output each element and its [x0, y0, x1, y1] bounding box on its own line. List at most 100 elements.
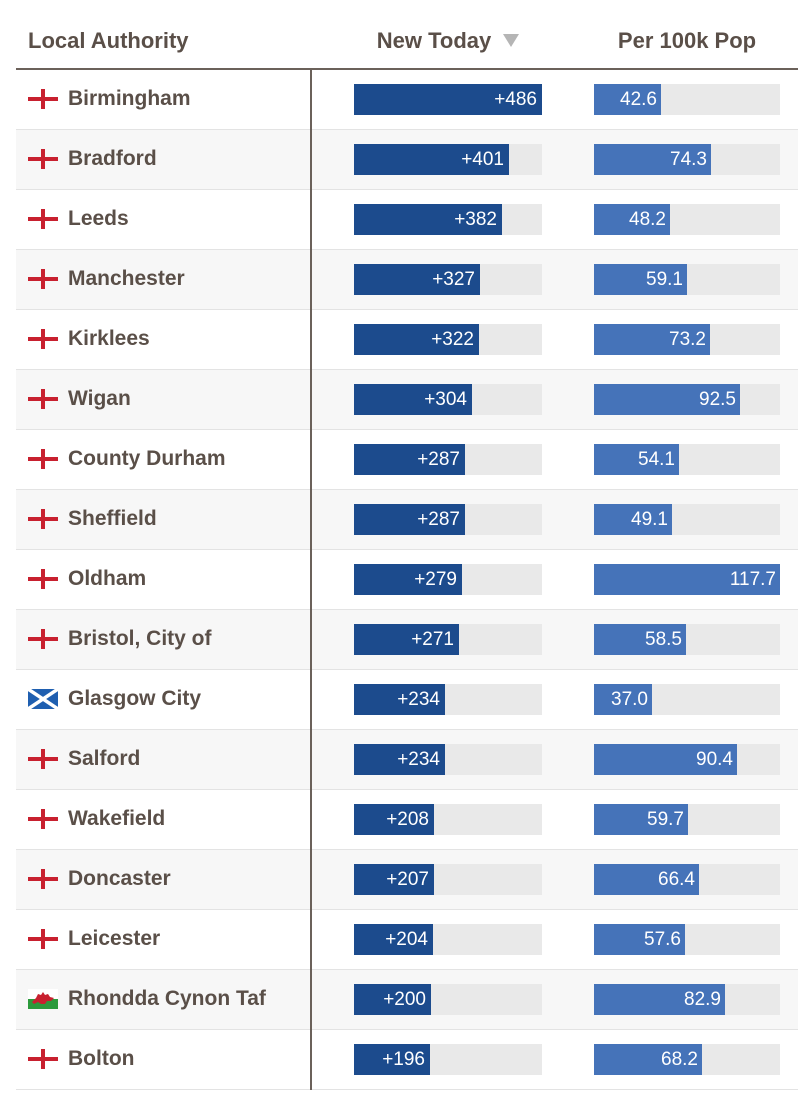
- new-today-value: +287: [417, 509, 460, 530]
- per-100k-track: 74.3: [594, 144, 780, 175]
- new-today-value: +382: [454, 209, 497, 230]
- table-row[interactable]: Sheffield +287 49.1: [16, 490, 798, 550]
- per-100k-track: 37.0: [594, 684, 780, 715]
- per-100k-track: 49.1: [594, 504, 780, 535]
- new-today-value: +287: [417, 449, 460, 470]
- new-today-bar: [354, 864, 434, 895]
- header-per-100k[interactable]: Per 100k Pop: [594, 28, 780, 54]
- authority-name: Wigan: [68, 387, 131, 410]
- per-100k-bar: [594, 204, 670, 235]
- table-row[interactable]: Leicester +204 57.6: [16, 910, 798, 970]
- new-today-bar: [354, 684, 445, 715]
- table-row[interactable]: Wigan +304 92.5: [16, 370, 798, 430]
- new-today-track: +304: [354, 384, 542, 415]
- header-local-authority[interactable]: Local Authority: [28, 28, 189, 54]
- new-today-bar: [354, 324, 479, 355]
- per-100k-value: 58.5: [645, 629, 682, 650]
- england-flag-icon: [28, 269, 58, 289]
- new-today-value: +196: [382, 1049, 425, 1070]
- per-100k-track: 57.6: [594, 924, 780, 955]
- authority-name: Bristol, City of: [68, 627, 212, 650]
- new-today-bar: [354, 624, 459, 655]
- per-100k-bar: [594, 324, 710, 355]
- new-today-track: +204: [354, 924, 542, 955]
- new-today-track: +271: [354, 624, 542, 655]
- per-100k-value: 57.6: [644, 929, 681, 950]
- table-row[interactable]: Doncaster +207 66.4: [16, 850, 798, 910]
- new-today-track: +322: [354, 324, 542, 355]
- new-today-track: +401: [354, 144, 542, 175]
- new-today-track: +327: [354, 264, 542, 295]
- per-100k-bar: [594, 744, 737, 775]
- table-row[interactable]: Glasgow City +234 37.0: [16, 670, 798, 730]
- new-today-value: +208: [386, 809, 429, 830]
- table-row[interactable]: Oldham +279 117.7: [16, 550, 798, 610]
- new-today-value: +207: [386, 869, 429, 890]
- england-flag-icon: [28, 809, 58, 829]
- per-100k-track: 73.2: [594, 324, 780, 355]
- per-100k-value: 54.1: [638, 449, 675, 470]
- table-row[interactable]: Bristol, City of +271 58.5: [16, 610, 798, 670]
- new-today-track: +200: [354, 984, 542, 1015]
- table-row[interactable]: Bradford +401 74.3: [16, 130, 798, 190]
- england-flag-icon: [28, 929, 58, 949]
- per-100k-track: 66.4: [594, 864, 780, 895]
- table-row[interactable]: Wakefield +208 59.7: [16, 790, 798, 850]
- england-flag-icon: [28, 749, 58, 769]
- local-authority-table: Local Authority New Today Per 100k Pop B…: [16, 0, 798, 1090]
- new-today-bar: [354, 744, 445, 775]
- per-100k-value: 66.4: [658, 869, 695, 890]
- per-100k-value: 92.5: [699, 389, 736, 410]
- wales-flag-icon: [28, 989, 58, 1009]
- table-row[interactable]: Kirklees +322 73.2: [16, 310, 798, 370]
- table-row[interactable]: Leeds +382 48.2: [16, 190, 798, 250]
- table-body: Birmingham +486 42.6 Bradford +401 74.3 Leeds +…: [16, 70, 798, 1090]
- per-100k-track: 90.4: [594, 744, 780, 775]
- authority-name: Glasgow City: [68, 687, 202, 710]
- table-row[interactable]: Rhondda Cynon Taf +200 82.9: [16, 970, 798, 1030]
- england-flag-icon: [28, 149, 58, 169]
- per-100k-value: 42.6: [620, 89, 657, 110]
- authority-name: Leicester: [68, 927, 161, 950]
- table-row[interactable]: Birmingham +486 42.6: [16, 70, 798, 130]
- authority-name: Bradford: [68, 147, 157, 170]
- per-100k-bar: [594, 84, 661, 115]
- per-100k-bar: [594, 564, 780, 595]
- new-today-track: +287: [354, 504, 542, 535]
- new-today-bar: [354, 144, 509, 175]
- table-row[interactable]: Manchester +327 59.1: [16, 250, 798, 310]
- england-flag-icon: [28, 209, 58, 229]
- new-today-bar: [354, 204, 502, 235]
- new-today-track: +486: [354, 84, 542, 115]
- table-row[interactable]: Bolton +196 68.2: [16, 1030, 798, 1090]
- england-flag-icon: [28, 1049, 58, 1069]
- header-per-100k-label: Per 100k Pop: [617, 28, 757, 53]
- per-100k-value: 117.7: [729, 569, 776, 590]
- england-flag-icon: [28, 869, 58, 889]
- scotland-flag-icon: [27, 687, 59, 711]
- header-new-today[interactable]: New Today: [354, 28, 542, 54]
- per-100k-value: 68.2: [661, 1049, 698, 1070]
- per-100k-value: 82.9: [684, 989, 721, 1010]
- new-today-bar: [354, 1044, 430, 1075]
- table-row[interactable]: Salford +234 90.4: [16, 730, 798, 790]
- new-today-track: +207: [354, 864, 542, 895]
- per-100k-value: 74.3: [670, 149, 707, 170]
- per-100k-bar: [594, 684, 652, 715]
- header-new-today-label: New Today: [376, 28, 492, 53]
- england-flag-icon: [28, 569, 58, 589]
- new-today-bar: [354, 84, 542, 115]
- per-100k-value: 59.7: [647, 809, 684, 830]
- new-today-bar: [354, 264, 480, 295]
- new-today-bar: [354, 924, 433, 955]
- authority-name: Leeds: [68, 207, 129, 230]
- england-flag-icon: [28, 449, 58, 469]
- table-row[interactable]: County Durham +287 54.1: [16, 430, 798, 490]
- new-today-value: +279: [414, 569, 457, 590]
- authority-name: Doncaster: [68, 867, 171, 890]
- new-today-value: +271: [411, 629, 454, 650]
- per-100k-track: 42.6: [594, 84, 780, 115]
- england-flag-icon: [28, 509, 58, 529]
- new-today-bar: [354, 564, 462, 595]
- per-100k-track: 92.5: [594, 384, 780, 415]
